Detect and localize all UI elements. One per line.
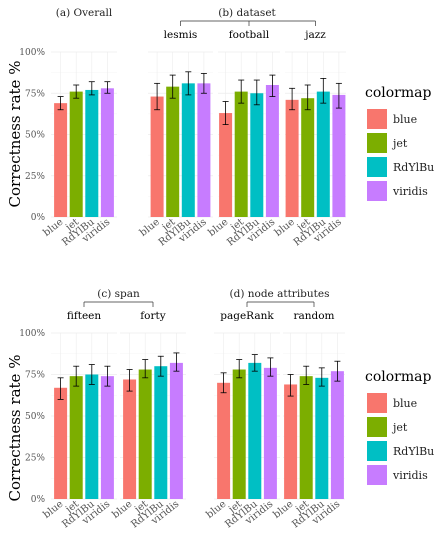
legend-key-jet <box>367 417 387 437</box>
bar-viridis <box>330 371 344 499</box>
bar-RdYlBu <box>85 89 99 217</box>
bar-viridis <box>169 362 183 499</box>
legend-label: viridis <box>392 185 428 198</box>
bar-blue <box>123 379 137 499</box>
facet-strip-label: lesmis <box>164 29 198 41</box>
bar-RdYlBu <box>181 83 195 217</box>
legend-title: colormap <box>365 369 431 385</box>
bar-jet <box>301 98 315 217</box>
plot-layer: 0%25%50%75%100%(a) OverallbluejetRdYlBuv… <box>19 7 346 530</box>
panel-title: (b) dataset <box>218 7 276 19</box>
legend-label: blue <box>393 397 417 410</box>
x-tick-label: blue <box>138 217 162 239</box>
legend-key-viridis <box>367 181 387 201</box>
facet-strip-label: pageRank <box>220 310 274 322</box>
y-tick-label: 25% <box>25 172 45 182</box>
bar-blue <box>284 384 298 499</box>
x-tick-label: blue <box>271 499 295 521</box>
y-axis-label-top: Correctness rate % <box>6 61 24 208</box>
bar-jet <box>69 376 83 499</box>
bar-RdYlBu <box>250 93 264 217</box>
bar-blue <box>54 103 68 217</box>
legend-label: RdYlBu <box>393 445 434 458</box>
bar-RdYlBu <box>154 366 168 499</box>
facet-strip-label: football <box>229 29 270 41</box>
bar-viridis <box>100 376 114 499</box>
bar-blue <box>219 113 233 217</box>
legend-label: blue <box>393 113 417 126</box>
legend-label: jet <box>391 421 408 434</box>
legend-key-blue <box>367 393 387 413</box>
bar-RdYlBu <box>315 377 329 499</box>
bar-viridis <box>332 94 346 217</box>
x-tick-label: blue <box>204 499 228 521</box>
y-tick-label: 75% <box>25 89 45 99</box>
x-tick-label: blue <box>110 499 134 521</box>
legend-key-blue <box>367 109 387 129</box>
legend-bottom: colormap blue jet RdYlBu viridis <box>365 369 434 485</box>
bar-jet <box>166 86 180 218</box>
legend-label: jet <box>391 137 408 150</box>
y-tick-label: 75% <box>25 371 45 381</box>
bar-jet <box>138 369 152 499</box>
bar-viridis <box>197 83 211 217</box>
panel-title: (d) node attributes <box>230 288 330 300</box>
bar-blue <box>285 99 299 217</box>
legend-key-viridis <box>367 465 387 485</box>
y-tick-label: 25% <box>25 454 45 464</box>
legend-key-jet <box>367 133 387 153</box>
legend-title: colormap <box>365 85 431 101</box>
bar-jet <box>299 376 313 499</box>
legend-key-RdYlBu <box>367 157 387 177</box>
y-axis-label-bottom: Correctness rate % <box>6 355 24 502</box>
y-tick-label: 0% <box>31 213 46 223</box>
bar-blue <box>217 382 231 499</box>
x-tick-label: blue <box>206 217 230 239</box>
y-tick-label: 50% <box>25 131 45 141</box>
facet-strip-label: jazz <box>303 29 326 41</box>
legend-top: colormap blue jet RdYlBu viridis <box>365 85 434 201</box>
legend-label: RdYlBu <box>393 161 434 174</box>
x-tick-label: blue <box>273 217 297 239</box>
bar-viridis <box>263 367 277 499</box>
facet-strip-label: fifteen <box>67 310 102 322</box>
y-tick-label: 100% <box>19 48 45 58</box>
bar-viridis <box>100 88 114 217</box>
bar-viridis <box>265 85 279 217</box>
bar-jet <box>234 91 248 217</box>
bar-blue <box>54 387 68 499</box>
legend-label: viridis <box>392 469 428 482</box>
y-tick-label: 100% <box>19 329 45 339</box>
panel-title: (c) span <box>97 288 140 300</box>
facet-strip-label: forty <box>140 310 165 322</box>
y-tick-label: 0% <box>31 495 46 505</box>
bar-jet <box>69 91 83 217</box>
bar-RdYlBu <box>248 362 262 499</box>
y-tick-label: 50% <box>25 412 45 422</box>
facet-strip-label: random <box>293 310 334 322</box>
panel-title: (a) Overall <box>56 7 113 19</box>
legend-key-RdYlBu <box>367 441 387 461</box>
bar-blue <box>150 96 164 217</box>
bar-RdYlBu <box>316 91 330 217</box>
bar-jet <box>232 369 246 499</box>
bar-RdYlBu <box>85 374 99 499</box>
